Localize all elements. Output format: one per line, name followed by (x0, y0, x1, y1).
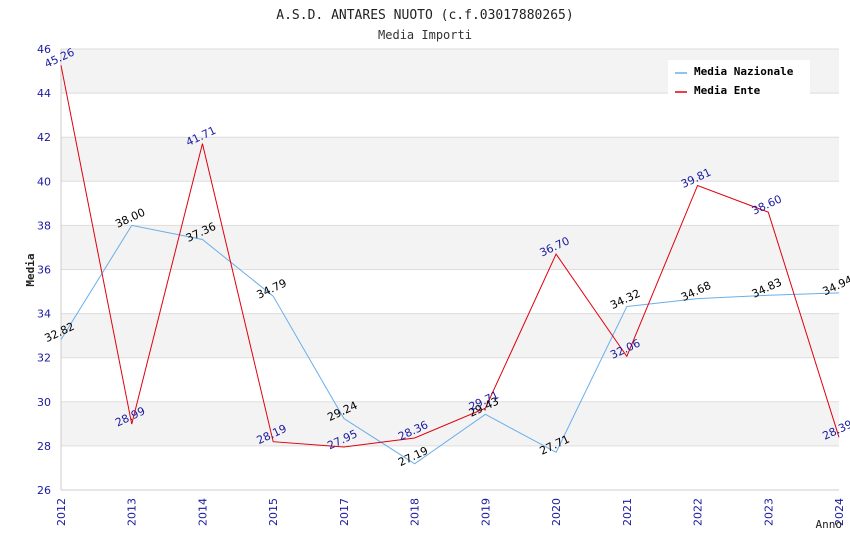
y-tick-label: 38 (37, 219, 51, 232)
plot-band (61, 313, 839, 358)
series-line-media-ente (60, 65, 840, 448)
x-tick-label: 2013 (126, 498, 139, 526)
y-tick-label: 30 (37, 396, 51, 409)
legend: Media Nazionale Media Ente (668, 60, 810, 98)
chart-title: A.S.D. ANTARES NUOTO (c.f.03017880265) (276, 8, 573, 23)
plot-band (61, 269, 839, 314)
y-tick-label: 26 (37, 484, 51, 497)
axes (60, 49, 839, 491)
x-tick-label: 2019 (479, 498, 492, 526)
x-tick-label: 2024 (833, 498, 846, 526)
y-tick-label: 44 (37, 87, 51, 100)
plot-band (61, 357, 839, 402)
x-tick-label: 2023 (762, 498, 775, 526)
legend-label-media-nazionale: Media Nazionale (694, 65, 794, 78)
x-tick-label: 2020 (550, 498, 563, 526)
x-tick-label: 2018 (409, 498, 422, 526)
plot-band (61, 445, 839, 490)
y-tick-label: 46 (37, 43, 51, 56)
x-tick-label: 2014 (196, 498, 209, 526)
y-tick-label: 28 (37, 440, 51, 453)
y-tick-label: 32 (37, 352, 51, 365)
y-tick-labels: 26 28 30 32 34 36 38 40 42 44 46 (37, 43, 51, 497)
plot-band (61, 93, 839, 138)
x-tick-label: 2012 (55, 498, 68, 526)
plot-background (61, 49, 839, 490)
x-tick-label: 2022 (692, 498, 705, 526)
chart-subtitle: Media Importi (378, 28, 472, 42)
x-tick-label: 2017 (338, 498, 351, 526)
legend-box (668, 60, 810, 98)
series-lines (60, 65, 840, 465)
plot-band (61, 225, 839, 270)
plot-band (61, 181, 839, 226)
legend-label-media-ente: Media Ente (694, 84, 761, 97)
y-axis-label: Media (24, 253, 37, 286)
y-tick-label: 34 (37, 308, 51, 321)
series-line-media-nazionale (60, 224, 840, 465)
y-tick-label: 42 (37, 131, 51, 144)
x-tick-label: 2015 (267, 498, 280, 526)
x-tick-labels: 2012 2013 2014 2015 2017 2018 2019 2020 2021 2022… (55, 498, 846, 526)
x-tick-label: 2021 (621, 498, 634, 526)
y-tick-label: 36 (37, 264, 51, 277)
plot-band (61, 137, 839, 182)
x-axis-label: Anno (816, 518, 843, 531)
y-tick-label: 40 (37, 175, 51, 188)
